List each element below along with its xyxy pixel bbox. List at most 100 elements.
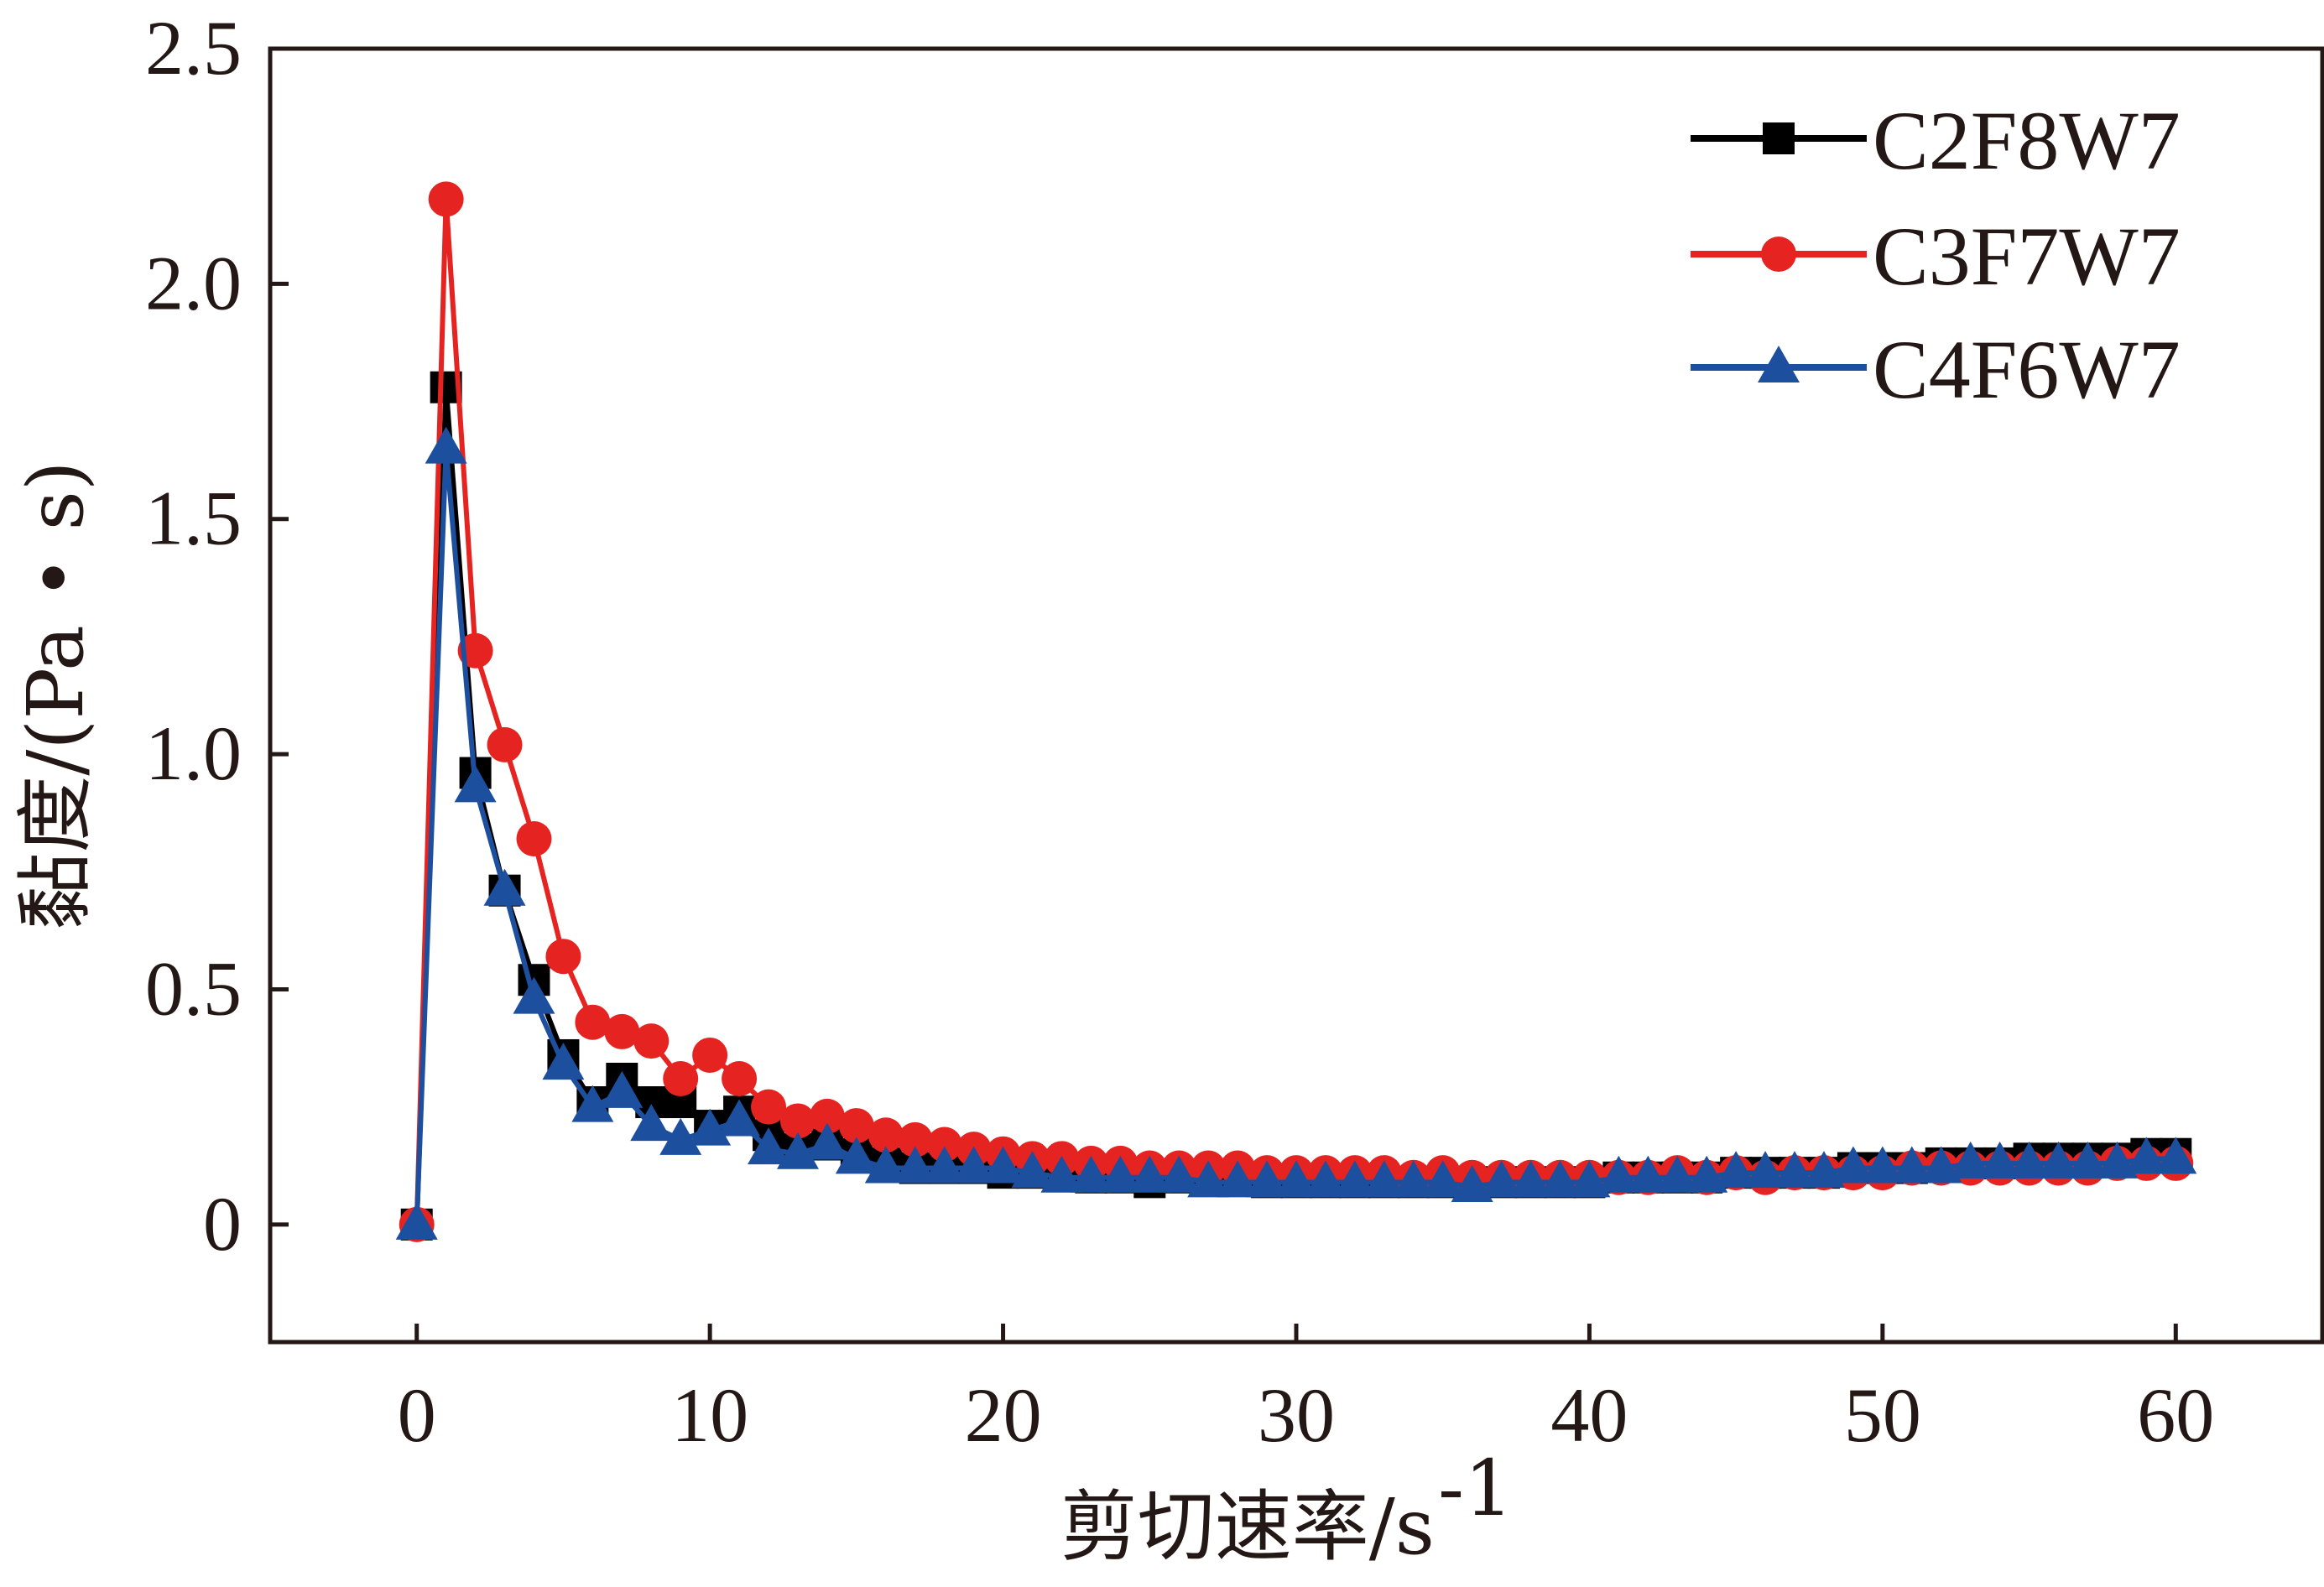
data-point: [1099, 1155, 1142, 1193]
data-point: [751, 1089, 787, 1125]
data-point: [1392, 1160, 1435, 1198]
data-point: [1246, 1160, 1289, 1198]
data-point: [659, 1117, 702, 1155]
data-point: [516, 821, 552, 857]
data-point: [1890, 1146, 1933, 1184]
x-axis-title-superscript: -1: [1438, 1444, 1514, 1533]
data-point: [1744, 1151, 1787, 1189]
data-point: [1451, 1164, 1493, 1202]
data-point: [926, 1127, 962, 1163]
data-point: [1656, 1155, 1699, 1193]
x-tick-label: 60: [2137, 1372, 2214, 1458]
data-point: [1187, 1160, 1230, 1198]
data-point: [1275, 1160, 1317, 1198]
y-tick-label: 0.5: [145, 945, 242, 1031]
legend-item: C4F6W7: [1691, 323, 2181, 416]
x-tick-label: 40: [1550, 1372, 1628, 1458]
data-point: [1539, 1160, 1581, 1198]
data-point: [1128, 1155, 1171, 1193]
legend: C2F8W7 C3F7W7 C4F6W7: [1691, 94, 2181, 416]
data-point: [1421, 1160, 1464, 1198]
data-point: [1011, 1151, 1054, 1189]
x-axis-title: 剪切速率/s: [1060, 1482, 1435, 1572]
data-point: [952, 1146, 995, 1184]
data-point: [604, 1013, 640, 1049]
data-point: [748, 1127, 790, 1165]
data-point: [894, 1146, 936, 1184]
data-point: [571, 1085, 614, 1122]
data-point: [982, 1146, 1024, 1184]
data-point: [425, 426, 467, 464]
legend-marker: [1761, 237, 1796, 272]
x-tick-label: 20: [965, 1372, 1042, 1458]
data-point: [663, 1060, 699, 1096]
data-point: [1978, 1141, 2021, 1179]
data-point: [1686, 1155, 1728, 1193]
y-tick-label: 0: [203, 1181, 242, 1267]
data-point: [1715, 1151, 1758, 1189]
data-point: [809, 1098, 845, 1134]
data-point: [1949, 1141, 1992, 1179]
data-point: [2155, 1137, 2197, 1174]
data-point: [864, 1146, 907, 1184]
data-point: [722, 1060, 758, 1096]
legend-item: C3F7W7: [1691, 210, 2181, 303]
y-tick-label: 2.0: [145, 240, 242, 325]
data-point: [923, 1146, 966, 1184]
x-tick-label: 10: [671, 1372, 748, 1458]
legend-label: C3F7W7: [1873, 210, 2181, 303]
x-tick-label: 50: [1844, 1372, 1921, 1458]
data-point: [689, 1108, 732, 1146]
data-point: [428, 181, 464, 217]
data-point: [1217, 1160, 1259, 1198]
x-tick-label: 30: [1258, 1372, 1335, 1458]
data-point: [2125, 1137, 2168, 1174]
y-tick-label: 1.0: [145, 710, 242, 796]
data-point: [1802, 1151, 1845, 1189]
x-tick-label: 0: [398, 1372, 436, 1458]
data-point: [1509, 1160, 1552, 1198]
y-axis-title: 黏度/(Pa • s): [11, 460, 101, 929]
data-point: [868, 1117, 904, 1153]
data-point: [575, 1004, 611, 1040]
series-C4F6W7: [395, 426, 2197, 1240]
data-point: [1304, 1160, 1347, 1198]
data-point: [1920, 1146, 1962, 1184]
data-point: [805, 1122, 848, 1160]
data-point: [542, 1043, 585, 1080]
series-layer: [395, 181, 2197, 1242]
data-point: [838, 1108, 874, 1144]
legend-marker: [1758, 346, 1800, 382]
data-point: [630, 1104, 673, 1142]
data-point: [1480, 1160, 1523, 1198]
data-point: [1832, 1146, 1874, 1184]
legend-label: C4F6W7: [1873, 323, 2181, 416]
data-point: [1774, 1151, 1816, 1189]
data-point: [718, 1099, 761, 1137]
legend-label: C2F8W7: [1873, 94, 2181, 187]
data-point: [1333, 1160, 1376, 1198]
ticks: 0 10 20 30 40 50 60 0 0.5 1.0 1.5 2.0 2.5: [145, 5, 2214, 1458]
data-point: [1627, 1155, 1670, 1193]
data-point: [2008, 1141, 2050, 1179]
data-point: [1040, 1155, 1083, 1193]
data-point: [1568, 1160, 1611, 1198]
legend-item: C2F8W7: [1691, 94, 2181, 187]
data-point: [395, 1202, 438, 1240]
data-point: [545, 939, 581, 975]
series-C2F8W7: [400, 371, 2192, 1241]
data-point: [1363, 1160, 1405, 1198]
data-point: [1158, 1155, 1201, 1193]
data-point: [2066, 1141, 2109, 1179]
data-point: [483, 868, 526, 906]
data-point: [1070, 1155, 1112, 1193]
legend-marker: [1763, 122, 1795, 154]
data-point: [1861, 1146, 1904, 1184]
data-point: [601, 1070, 644, 1108]
data-point: [2096, 1141, 2139, 1179]
y-tick-label: 2.5: [145, 5, 242, 91]
data-point: [897, 1121, 933, 1158]
data-point: [487, 726, 523, 762]
